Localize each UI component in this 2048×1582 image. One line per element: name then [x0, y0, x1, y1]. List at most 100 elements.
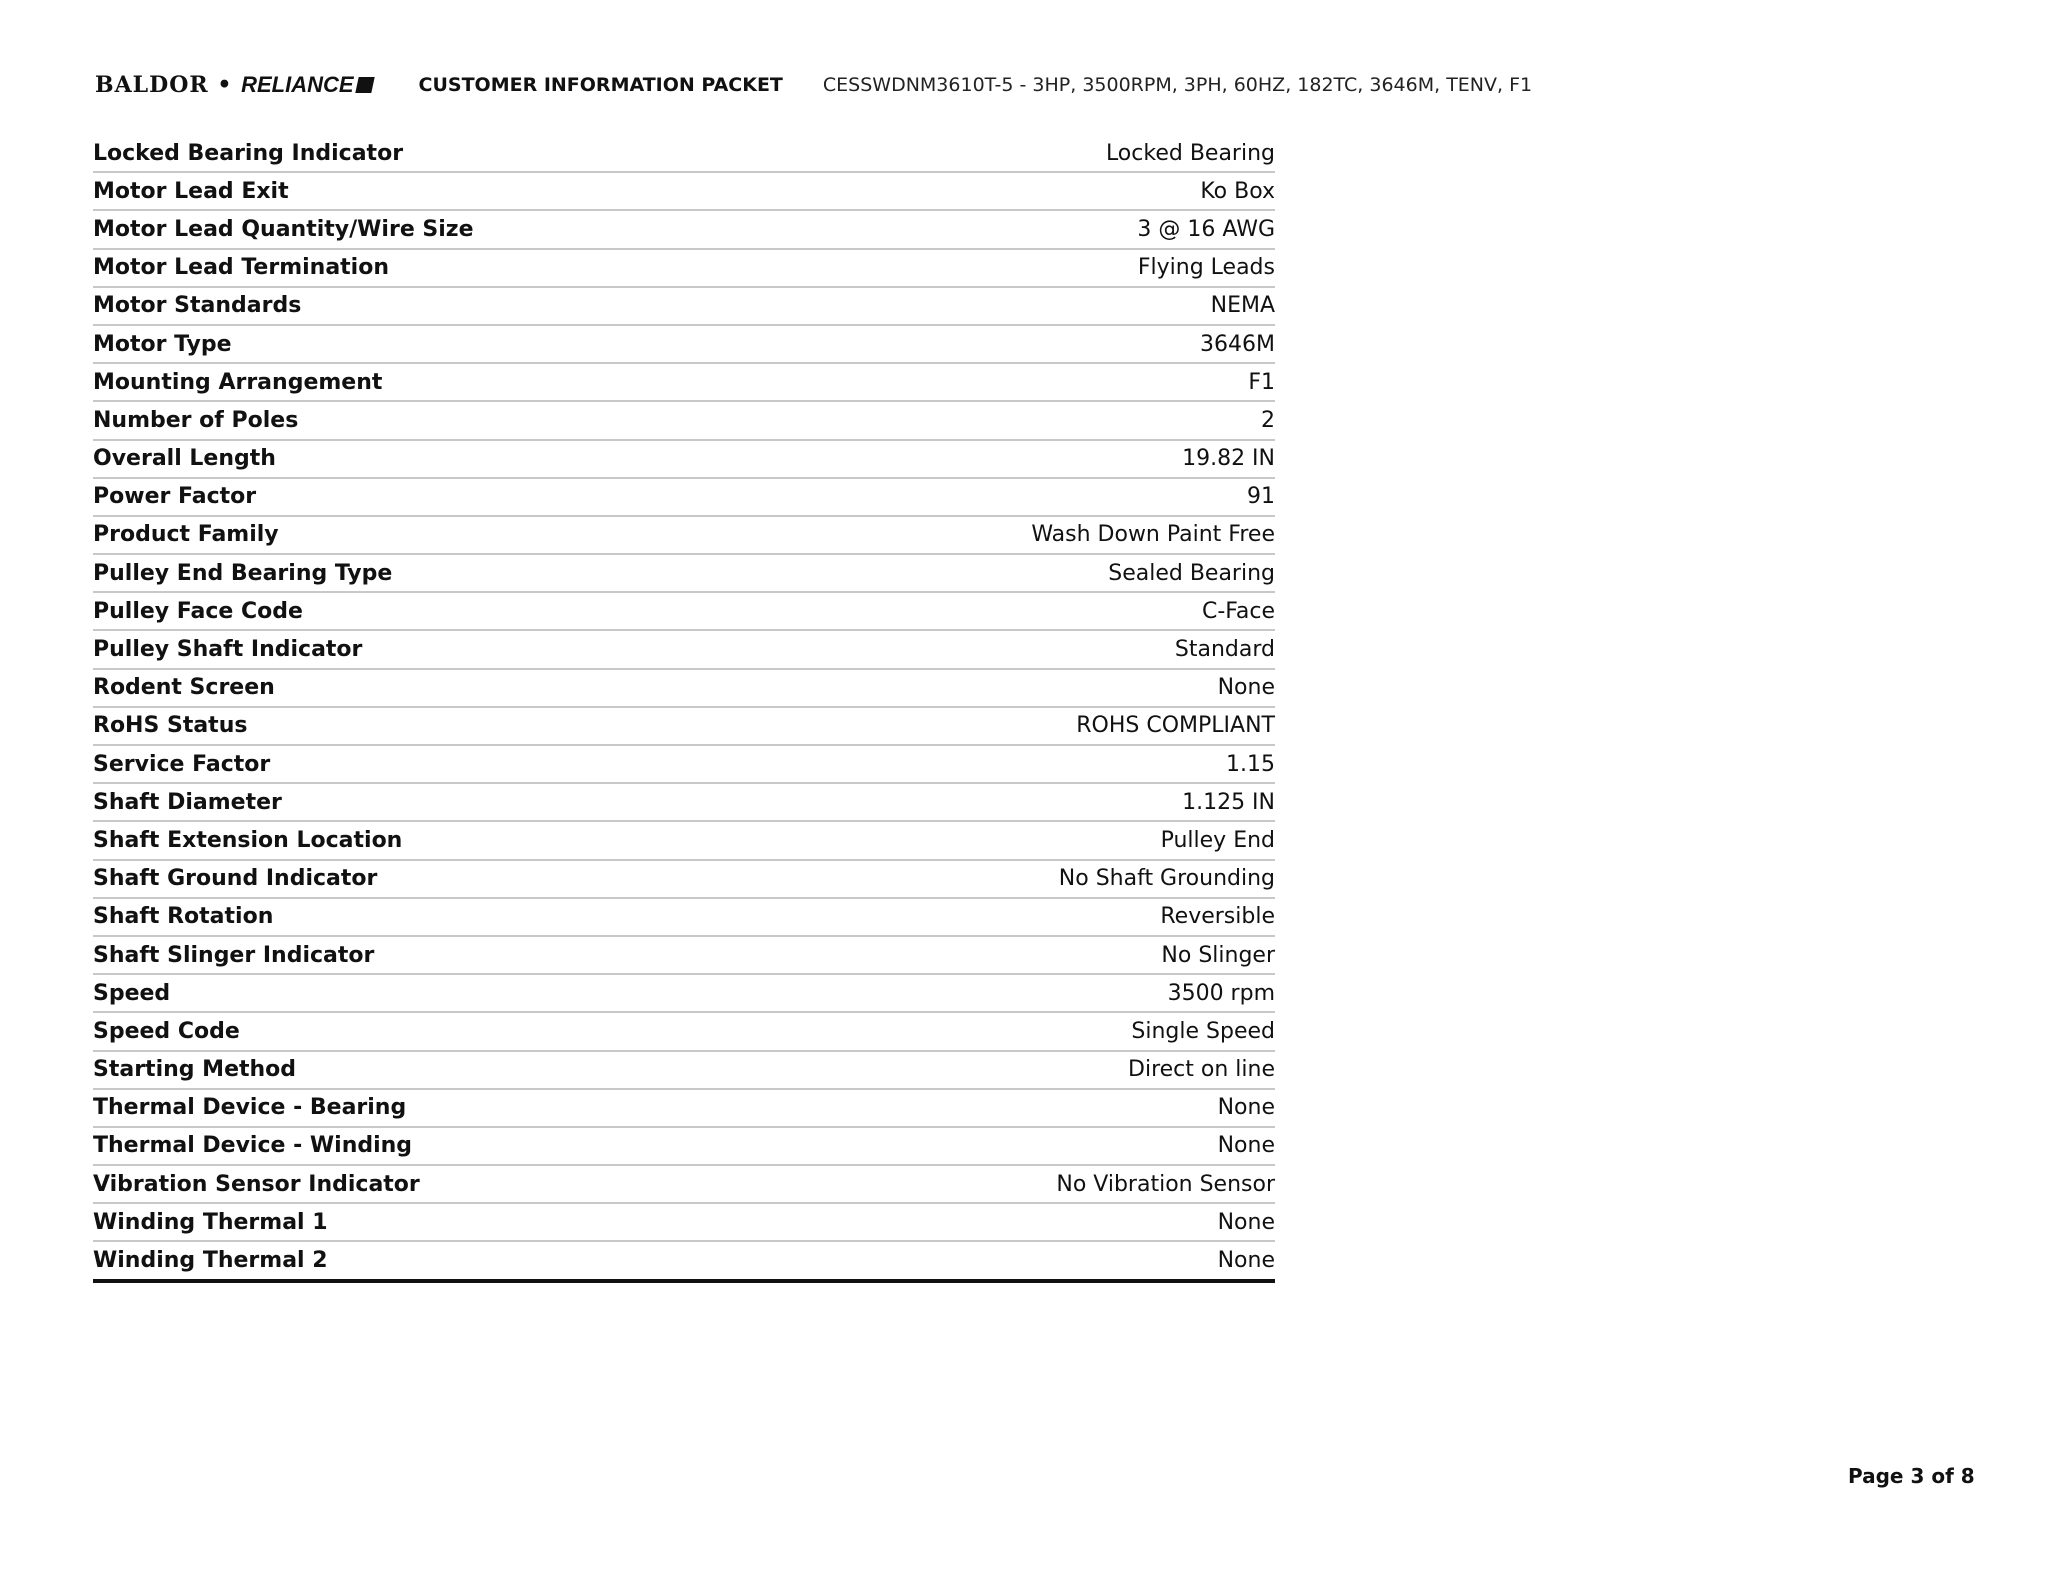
spec-value: NEMA	[813, 286, 1275, 326]
table-row: Motor Lead Termination Flying Leads	[93, 248, 1275, 288]
document-title: CUSTOMER INFORMATION PACKET	[418, 74, 783, 96]
spec-label: Motor Lead Exit	[93, 172, 814, 212]
spec-value: Ko Box	[813, 172, 1275, 212]
spec-value: Flying Leads	[813, 248, 1275, 288]
spec-label: Mounting Arrangement	[93, 363, 814, 403]
spec-value: 1.125 IN	[813, 783, 1275, 823]
spec-label: Number of Poles	[93, 401, 814, 441]
table-row: Vibration Sensor Indicator No Vibration S…	[93, 1165, 1275, 1205]
spec-label: Locked Bearing Indicator	[93, 135, 814, 174]
table-row: Speed 3500 rpm	[93, 974, 1275, 1014]
table-row: Thermal Device - Bearing None	[93, 1088, 1275, 1128]
spec-value: Single Speed	[813, 1012, 1275, 1052]
spec-label: Shaft Diameter	[93, 783, 814, 823]
spec-value: Standard	[813, 630, 1275, 670]
spec-label: Shaft Extension Location	[93, 821, 814, 861]
table-row: Starting Method Direct on line	[93, 1050, 1275, 1090]
spec-label: Overall Length	[93, 439, 814, 479]
spec-value: 3646M	[813, 324, 1275, 365]
table-row: Motor Lead Quantity/Wire Size 3 @ 16 AWG	[93, 210, 1275, 250]
spec-value: None	[813, 1203, 1275, 1243]
table-row: Shaft Ground Indicator No Shaft Grounding	[93, 859, 1275, 899]
spec-label: RoHS Status	[93, 706, 814, 747]
spec-label: Rodent Screen	[93, 668, 814, 708]
spec-value: 2	[813, 401, 1275, 441]
model-description: CESSWDNM3610T-5 - 3HP, 3500RPM, 3PH, 60H…	[822, 74, 1533, 96]
table-row: Shaft Diameter 1.125 IN	[93, 783, 1275, 823]
spec-value: ROHS COMPLIANT	[813, 706, 1275, 747]
spec-label: Vibration Sensor Indicator	[93, 1165, 814, 1205]
spec-label: Speed Code	[93, 1012, 814, 1052]
table-row: Locked Bearing Indicator Locked Bearing	[93, 135, 1275, 174]
logo-separator: •	[217, 72, 233, 98]
baldor-reliance-logo: BALDOR • RELIANCE	[95, 72, 375, 98]
table-row: Winding Thermal 1 None	[93, 1203, 1275, 1243]
table-row: Motor Type 3646M	[93, 324, 1275, 365]
logo-left: BALDOR	[95, 72, 209, 98]
spec-value: No Shaft Grounding	[813, 859, 1275, 899]
table-row: Service Factor 1.15	[93, 745, 1275, 785]
spec-label: Product Family	[93, 515, 814, 556]
table-row: Pulley Face Code C-Face	[93, 592, 1275, 632]
spec-label: Starting Method	[93, 1050, 814, 1090]
table-row: Rodent Screen None	[93, 668, 1275, 708]
table-row: Mounting Arrangement F1	[93, 363, 1275, 403]
table-row: Pulley Shaft Indicator Standard	[93, 630, 1275, 670]
spec-value: None	[813, 1241, 1275, 1283]
spec-label: Service Factor	[93, 745, 814, 785]
table-row: Speed Code Single Speed	[93, 1012, 1275, 1052]
spec-value: No Slinger	[813, 935, 1275, 976]
spec-value: 3 @ 16 AWG	[813, 210, 1275, 250]
spec-value: 1.15	[813, 745, 1275, 785]
table-row: Thermal Device - Winding None	[93, 1126, 1275, 1167]
specs-table: Locked Bearing Indicator Locked Bearing Mo…	[93, 135, 1275, 1283]
spec-label: Pulley Shaft Indicator	[93, 630, 814, 670]
spec-label: Motor Standards	[93, 286, 814, 326]
spec-label: Winding Thermal 1	[93, 1203, 814, 1243]
spec-value: None	[813, 668, 1275, 708]
spec-label: Motor Lead Termination	[93, 248, 814, 288]
spec-value: 19.82 IN	[813, 439, 1275, 479]
table-row: Winding Thermal 2 None	[93, 1241, 1275, 1283]
table-row: Shaft Rotation Reversible	[93, 897, 1275, 937]
spec-label: Speed	[93, 974, 814, 1014]
table-row: Number of Poles 2	[93, 401, 1275, 441]
spec-label: Shaft Ground Indicator	[93, 859, 814, 899]
spec-value: F1	[813, 363, 1275, 403]
table-row: Power Factor 91	[93, 477, 1275, 517]
spec-label: Motor Type	[93, 324, 814, 365]
page-number: Page 3 of 8	[1848, 1464, 1975, 1488]
spec-value: None	[813, 1126, 1275, 1167]
spec-value: 91	[813, 477, 1275, 517]
spec-value: Wash Down Paint Free	[813, 515, 1275, 556]
spec-label: Pulley End Bearing Type	[93, 554, 814, 594]
spec-label: Shaft Slinger Indicator	[93, 935, 814, 976]
table-row: Overall Length 19.82 IN	[93, 439, 1275, 479]
table-row: RoHS Status ROHS COMPLIANT	[93, 706, 1275, 747]
table-row: Pulley End Bearing Type Sealed Bearing	[93, 554, 1275, 594]
spec-value: Pulley End	[813, 821, 1275, 861]
spec-label: Shaft Rotation	[93, 897, 814, 937]
spec-label: Thermal Device - Winding	[93, 1126, 814, 1167]
table-row: Motor Lead Exit Ko Box	[93, 172, 1275, 212]
spec-value: C-Face	[813, 592, 1275, 632]
spec-label: Pulley Face Code	[93, 592, 814, 632]
table-row: Product Family Wash Down Paint Free	[93, 515, 1275, 556]
spec-value: Direct on line	[813, 1050, 1275, 1090]
logo-mark-icon	[354, 77, 375, 93]
page-header: BALDOR • RELIANCE CUSTOMER INFORMATION P…	[95, 72, 1532, 98]
spec-value: Reversible	[813, 897, 1275, 937]
spec-value: Locked Bearing	[813, 135, 1275, 174]
spec-label: Thermal Device - Bearing	[93, 1088, 814, 1128]
table-row: Shaft Extension Location Pulley End	[93, 821, 1275, 861]
spec-value: No Vibration Sensor	[813, 1165, 1275, 1205]
table-row: Shaft Slinger Indicator No Slinger	[93, 935, 1275, 976]
spec-label: Winding Thermal 2	[93, 1241, 814, 1283]
spec-label: Power Factor	[93, 477, 814, 517]
logo-right: RELIANCE	[241, 72, 354, 97]
spec-value: 3500 rpm	[813, 974, 1275, 1014]
table-row: Motor Standards NEMA	[93, 286, 1275, 326]
spec-value: Sealed Bearing	[813, 554, 1275, 594]
spec-label: Motor Lead Quantity/Wire Size	[93, 210, 814, 250]
spec-value: None	[813, 1088, 1275, 1128]
